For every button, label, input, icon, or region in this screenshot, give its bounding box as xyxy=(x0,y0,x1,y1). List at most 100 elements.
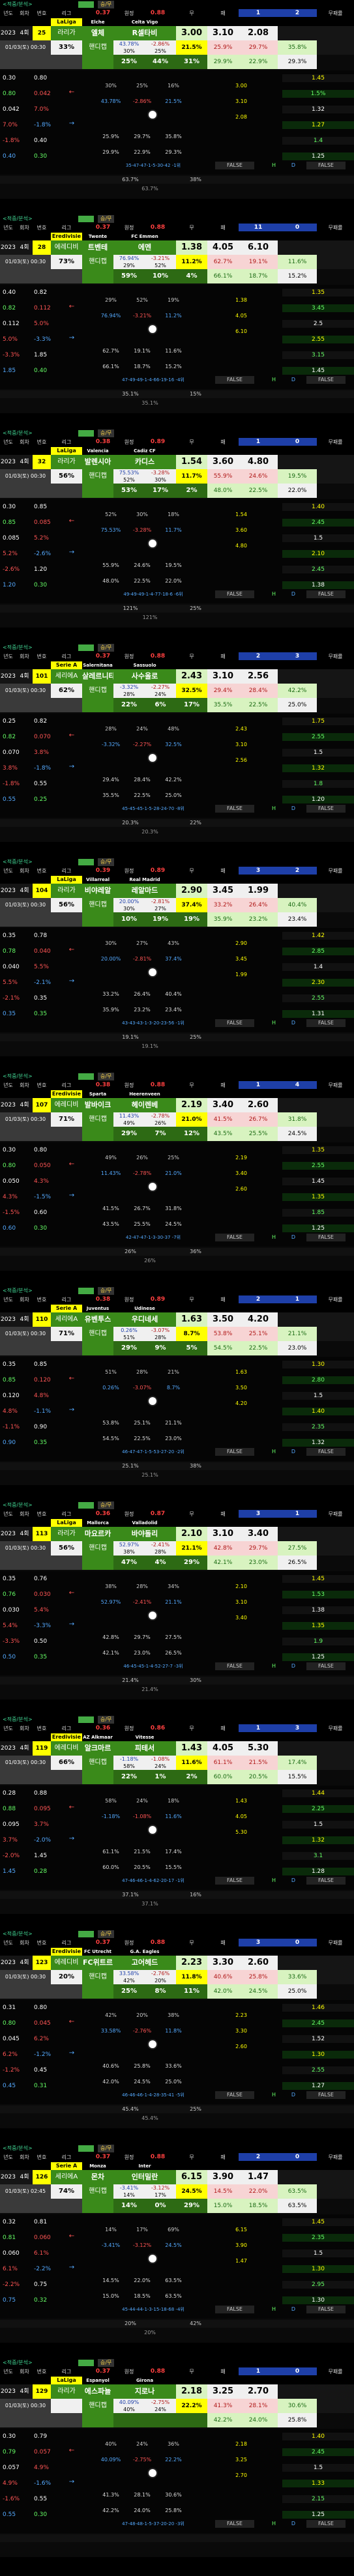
section-tag[interactable]: <적중/분석> xyxy=(3,1288,33,1294)
section-tag[interactable]: <적중/분석> xyxy=(3,1,33,7)
away-team[interactable]: 고어헤드 xyxy=(113,1956,176,1970)
odd-home[interactable]: 2.23 xyxy=(176,1956,207,1970)
section-tag[interactable]: <적중/분석> xyxy=(3,430,33,436)
home-team[interactable]: 엘체 xyxy=(82,26,113,40)
section-button[interactable]: 승/무 xyxy=(98,1073,115,1080)
home-team[interactable]: 마요르카 xyxy=(82,1527,113,1541)
section-tag[interactable]: <적중/분석> xyxy=(3,2145,33,2151)
section-tag[interactable]: <적중/분석> xyxy=(3,1931,33,1937)
section-button[interactable]: 승/무 xyxy=(98,644,115,652)
away-team[interactable]: 피테서 xyxy=(113,1741,176,1756)
odd-draw[interactable]: 3.25 xyxy=(207,2384,239,2399)
odd-draw[interactable]: 4.05 xyxy=(207,1741,239,1756)
odd-draw[interactable]: 3.50 xyxy=(207,1312,239,1327)
odd-home[interactable]: 1.43 xyxy=(176,1741,207,1756)
home-team[interactable]: 알크마르 xyxy=(82,1741,113,1756)
odd-away[interactable]: 6.10 xyxy=(239,240,278,255)
handicap-label: 핸디캡 xyxy=(82,1112,113,1127)
section-tag[interactable]: <적중/분석> xyxy=(3,2360,33,2366)
away-team[interactable]: 바야돌리 xyxy=(113,1527,176,1541)
handicap-a: -3.32% 28% xyxy=(113,684,145,698)
section-button[interactable]: 승/무 xyxy=(98,429,115,437)
away-team[interactable]: 사수올로 xyxy=(113,669,176,684)
left-metric-b: 0.45 xyxy=(34,2067,48,2074)
odd-draw[interactable]: 3.90 xyxy=(207,2170,239,2184)
section-tag[interactable]: <적중/분석> xyxy=(3,1073,33,1079)
home-team[interactable]: 살레르니타 xyxy=(82,669,113,684)
trend-arrow: → xyxy=(68,763,75,770)
win-b: 1% xyxy=(145,1770,176,1784)
odd-home[interactable]: 1.63 xyxy=(176,1312,207,1327)
odd-draw[interactable]: 3.10 xyxy=(207,1527,239,1541)
odd-away[interactable]: 2.60 xyxy=(239,1098,278,1112)
odd-home[interactable]: 2.90 xyxy=(176,884,207,898)
odd-away[interactable]: 2.08 xyxy=(239,26,278,40)
away-team[interactable]: 우디네세 xyxy=(113,1312,176,1327)
away-team[interactable]: 카디스 xyxy=(113,455,176,469)
rate-3b xyxy=(317,469,354,484)
mid-rate: 41.5% xyxy=(102,1206,119,1211)
home-team[interactable]: 트벤테 xyxy=(82,240,113,255)
section-tag[interactable]: <적중/분석> xyxy=(3,1716,33,1722)
section-button[interactable]: 승/무 xyxy=(98,1287,115,1295)
odd-home[interactable]: 6.15 xyxy=(176,2170,207,2184)
odd-away[interactable]: 2.56 xyxy=(239,669,278,684)
away-team[interactable]: 인터밀란 xyxy=(113,2170,176,2184)
side-label-win xyxy=(278,1741,317,1756)
odd-away[interactable]: 1.99 xyxy=(239,884,278,898)
odd-away[interactable]: 5.30 xyxy=(239,1741,278,1756)
away-team[interactable]: 에멘 xyxy=(113,240,176,255)
section-tag[interactable]: <적중/분석> xyxy=(3,1502,33,1508)
footer-pct-left: 45.4% xyxy=(122,2106,139,2112)
away-team[interactable]: R셀타비 xyxy=(113,26,176,40)
odd-home[interactable]: 2.43 xyxy=(176,669,207,684)
away-team[interactable]: 헤이렌베 xyxy=(113,1098,176,1112)
odd-draw[interactable]: 3.45 xyxy=(207,884,239,898)
handicap-a-top: 33.58% xyxy=(119,1971,140,1976)
d-marker: D xyxy=(291,2092,296,2098)
section-tag[interactable]: <적중/분석> xyxy=(3,644,33,650)
section-button[interactable]: 승/무 xyxy=(98,215,115,223)
odd-home[interactable]: 2.18 xyxy=(176,2384,207,2399)
section-button[interactable]: 승/무 xyxy=(98,1930,115,1938)
home-team[interactable]: 유벤투스 xyxy=(82,1312,113,1327)
odd-away[interactable]: 1.47 xyxy=(239,2170,278,2184)
odd-draw[interactable]: 3.60 xyxy=(207,455,239,469)
away-team[interactable]: 레알마드 xyxy=(113,884,176,898)
odd-draw[interactable]: 3.40 xyxy=(207,1098,239,1112)
odd-draw[interactable]: 3.30 xyxy=(207,1956,239,1970)
odd-draw[interactable]: 3.10 xyxy=(207,26,239,40)
odd-home[interactable]: 2.19 xyxy=(176,1098,207,1112)
section-button[interactable]: 승/무 xyxy=(98,858,115,866)
odd-away[interactable]: 3.40 xyxy=(239,1527,278,1541)
section-button[interactable]: 승/무 xyxy=(98,2359,115,2367)
mid-rate: 19.5% xyxy=(165,562,182,568)
odd-away[interactable]: 4.80 xyxy=(239,455,278,469)
odd-draw[interactable]: 3.10 xyxy=(207,669,239,684)
rate-3: 27.5% xyxy=(278,1541,317,1556)
section-button[interactable]: 승/무 xyxy=(98,2145,115,2152)
home-team[interactable]: 비야레알 xyxy=(82,884,113,898)
odd-home[interactable]: 1.38 xyxy=(176,240,207,255)
false-flag: FALSE xyxy=(215,1877,254,1885)
home-team[interactable]: 에스파뇰 xyxy=(82,2384,113,2399)
section-tag[interactable]: <적중/분석> xyxy=(3,216,33,222)
away-team[interactable]: 지로나 xyxy=(113,2384,176,2399)
home-team[interactable]: FC위트르 xyxy=(82,1956,113,1970)
home-team[interactable]: 몬차 xyxy=(82,2170,113,2184)
home-team[interactable]: 발렌시아 xyxy=(82,455,113,469)
odd-away[interactable]: 2.70 xyxy=(239,2384,278,2399)
odd-away[interactable]: 4.20 xyxy=(239,1312,278,1327)
section-button[interactable]: 승/무 xyxy=(98,1501,115,1509)
section-tag[interactable]: <적중/분석> xyxy=(3,859,33,865)
section-button[interactable]: 승/무 xyxy=(98,1,115,8)
win-a: 22% xyxy=(113,698,145,712)
odd-away[interactable]: 2.60 xyxy=(239,1956,278,1970)
odd-home[interactable]: 2.10 xyxy=(176,1527,207,1541)
section-button[interactable]: 승/무 xyxy=(98,1716,115,1724)
odd-home[interactable]: 3.00 xyxy=(176,26,207,40)
home-team[interactable]: 발바이크 xyxy=(82,1098,113,1112)
odd-draw[interactable]: 4.05 xyxy=(207,240,239,255)
top-odds-home: 0.37 xyxy=(90,224,116,231)
odd-home[interactable]: 1.54 xyxy=(176,455,207,469)
